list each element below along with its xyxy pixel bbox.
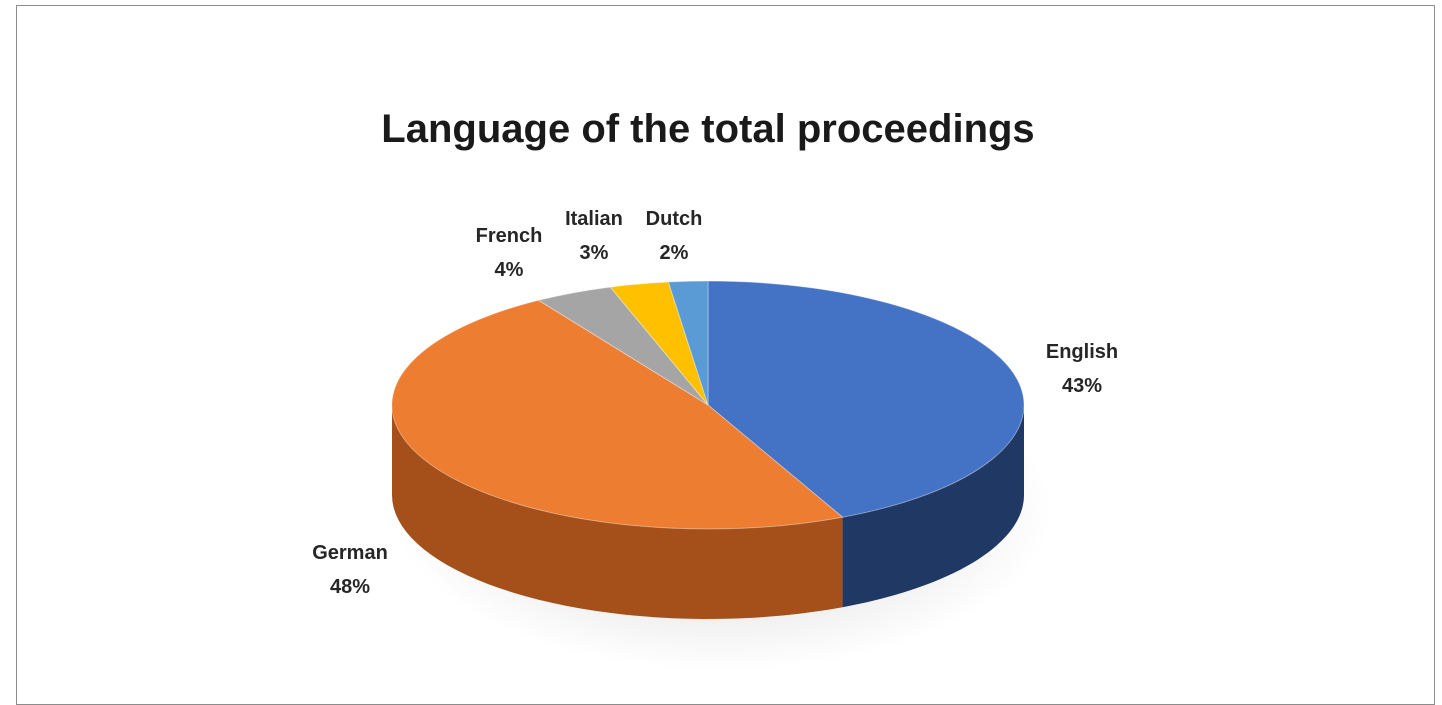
pie-side-english [842, 405, 1024, 608]
data-label-french-value: 4% [495, 259, 524, 281]
data-label-dutch-value: 2% [660, 242, 689, 264]
data-label-italian-name: Italian [565, 208, 623, 230]
pie-slice-italian [609, 281, 709, 406]
pie-side-german [392, 405, 843, 619]
pie-data-labels: English 43% German 48% French 4% Italian 3% Dutc… [312, 208, 1118, 598]
pie-top-slices [391, 280, 1025, 530]
data-label-german-name: German [312, 542, 388, 564]
pie-slice-dutch [667, 280, 709, 406]
pie-slice-english [707, 280, 1025, 518]
chart-title: Language of the total proceedings [381, 107, 1034, 151]
data-label-german-value: 48% [330, 576, 370, 598]
pie-slice-french [537, 286, 709, 406]
pie-sides [392, 405, 1024, 619]
data-label-english-name: English [1046, 341, 1118, 363]
data-label-dutch-name: Dutch [646, 208, 703, 230]
data-label-italian-value: 3% [580, 242, 609, 264]
data-label-english-value: 43% [1062, 375, 1102, 397]
data-label-french-name: French [476, 225, 543, 247]
pie-slice-german [391, 299, 844, 530]
